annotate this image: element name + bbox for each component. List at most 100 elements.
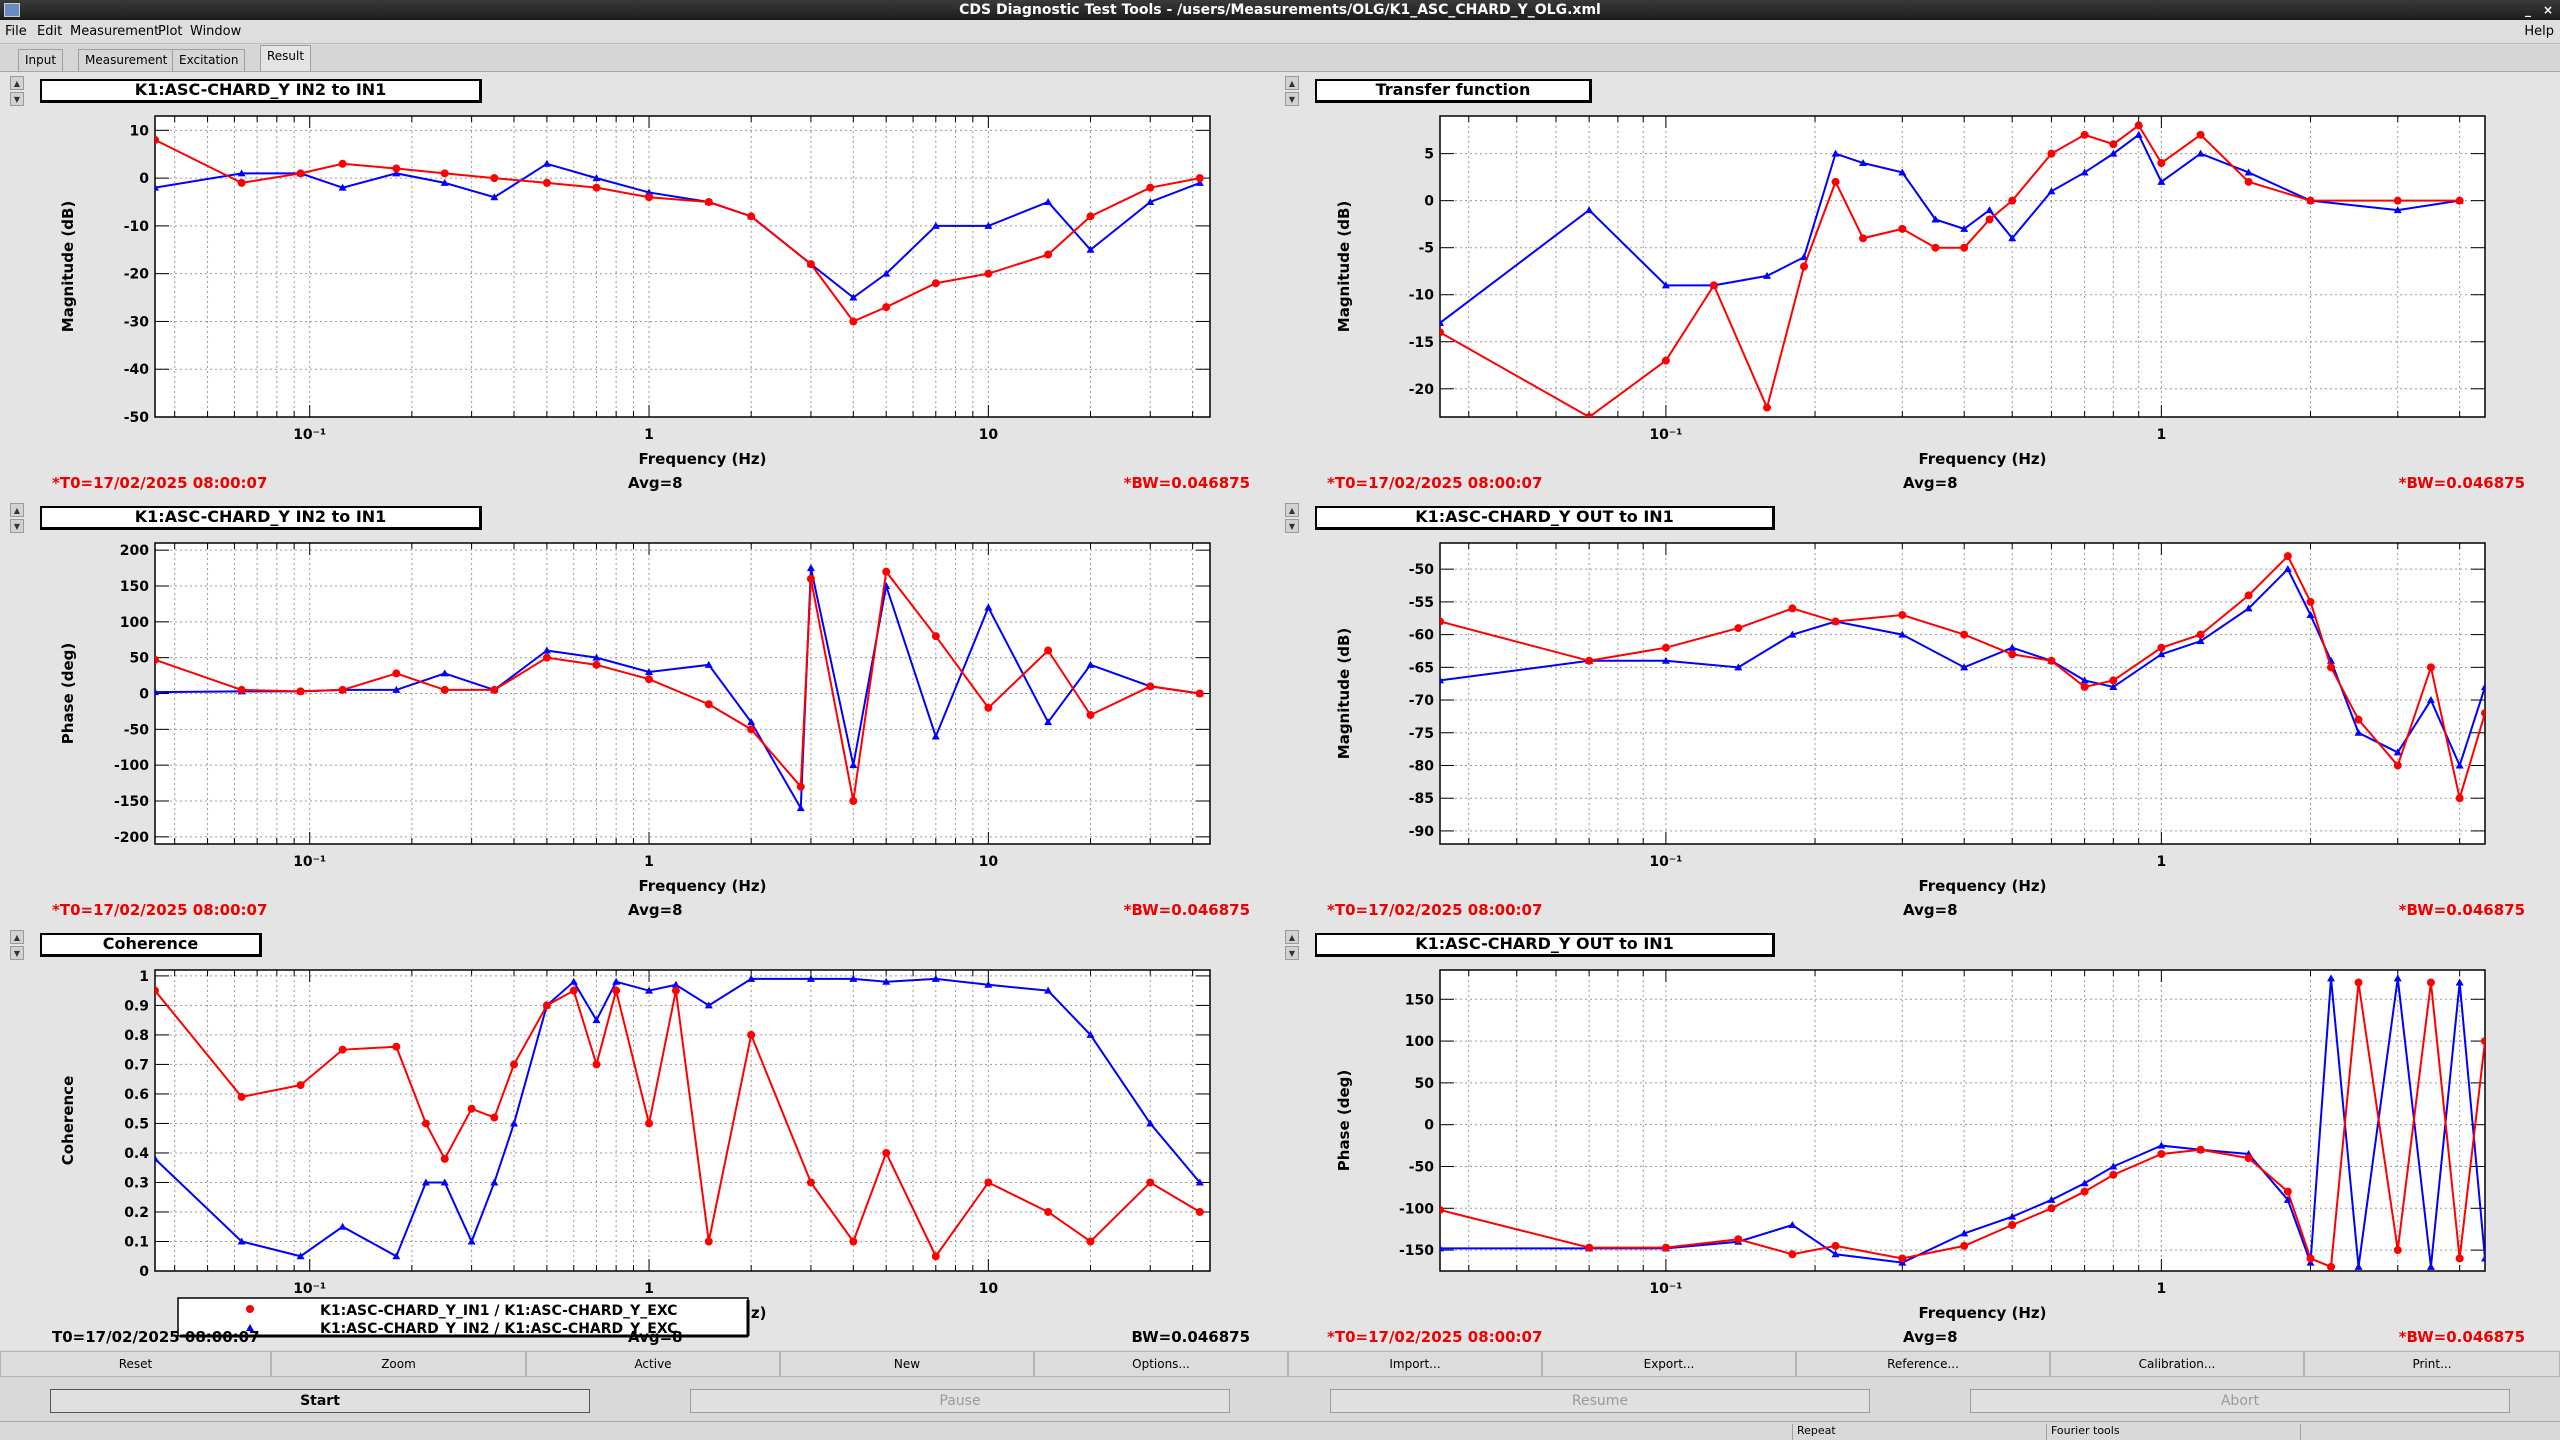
data-point	[490, 1178, 499, 1186]
data-point	[1661, 281, 1670, 289]
y-tick-label: -15	[1409, 335, 1434, 351]
data-point	[704, 660, 713, 668]
new-button[interactable]: New	[780, 1351, 1034, 1377]
plot-title[interactable]: K1:ASC-CHARD_Y IN2 to IN1	[40, 79, 482, 103]
data-point	[2109, 1170, 2118, 1179]
x-tick-label: 10⁻¹	[1649, 854, 1682, 870]
menu-help[interactable]: Help	[2524, 24, 2554, 39]
menu-plot[interactable]: Plot	[158, 24, 183, 39]
data-point	[2080, 168, 2089, 176]
plot-title[interactable]: K1:ASC-CHARD_Y OUT to IN1	[1315, 506, 1775, 530]
plot-frame	[154, 115, 1211, 418]
plot-title[interactable]: Coherence	[40, 933, 262, 957]
data-point	[1661, 643, 1670, 652]
pause-button[interactable]: Pause	[690, 1389, 1230, 1413]
data-point	[1960, 1229, 1969, 1237]
y-tick-label: -150	[114, 794, 149, 810]
data-point	[2008, 643, 2017, 651]
scroll-up-arrow[interactable]: ▲	[10, 76, 24, 90]
tab-result[interactable]: Result	[260, 45, 312, 71]
data-point	[1831, 1250, 1840, 1258]
scroll-down-arrow[interactable]: ▼	[1285, 946, 1299, 960]
data-point	[1585, 206, 1594, 214]
data-point	[1044, 718, 1053, 726]
data-point	[1788, 604, 1797, 613]
data-point	[338, 1045, 347, 1054]
close-button[interactable]: ×	[2542, 3, 2554, 17]
scroll-up-arrow[interactable]: ▲	[1285, 503, 1299, 517]
data-point	[931, 732, 940, 740]
data-point	[338, 1222, 347, 1230]
x-tick-label: 10⁻¹	[293, 1281, 326, 1297]
scroll-down-arrow[interactable]: ▼	[10, 92, 24, 106]
y-tick-label: 50	[1415, 1076, 1435, 1092]
tab-measurement[interactable]: Measurement	[78, 49, 175, 71]
abort-button[interactable]: Abort	[1970, 1389, 2510, 1413]
y-tick-label: -10	[1409, 288, 1435, 304]
reset-button[interactable]: Reset	[0, 1351, 271, 1377]
active-button[interactable]: Active	[526, 1351, 780, 1377]
plot-svg[interactable]: 10.90.80.70.60.50.40.30.20.1010⁻¹110Freq…	[0, 926, 1270, 1350]
minimize-button[interactable]: _	[2525, 3, 2531, 17]
y-axis-title: Phase (deg)	[59, 643, 77, 744]
data-point	[1086, 1237, 1095, 1246]
data-point	[1661, 356, 1670, 365]
scroll-up-arrow[interactable]: ▲	[1285, 930, 1299, 944]
menu-file[interactable]: File	[5, 24, 27, 39]
start-button[interactable]: Start	[50, 1389, 590, 1413]
plot-title[interactable]: Transfer function	[1315, 79, 1592, 103]
plot-panel-top-left: ▲ ▼ K1:ASC-CHARD_Y IN2 to IN1 10 0 -10 -20 -30 -…	[0, 72, 1270, 496]
plot-panel-bottom-right: ▲ ▼ K1:ASC-CHARD_Y OUT to IN1 150 100 50 0 -50 -…	[1275, 926, 2545, 1350]
data-point	[237, 169, 246, 177]
scroll-down-arrow[interactable]: ▼	[1285, 92, 1299, 106]
plot-title[interactable]: K1:ASC-CHARD_Y OUT to IN1	[1315, 933, 1775, 957]
plot-svg[interactable]: 10 0 -10 -20 -30 -40 -50 10⁻¹ 1 10 Frequency (Hz) M…	[0, 72, 1270, 496]
print-button[interactable]: Print...	[2304, 1351, 2560, 1377]
data-point	[1146, 682, 1155, 691]
resume-button[interactable]: Resume	[1330, 1389, 1870, 1413]
data-point	[592, 183, 601, 192]
scroll-down-arrow[interactable]: ▼	[10, 946, 24, 960]
menu-window[interactable]: Window	[190, 24, 242, 39]
data-point	[392, 685, 401, 693]
scroll-up-arrow[interactable]: ▲	[10, 503, 24, 517]
status-bar: Repeat Fourier tools	[0, 1421, 2560, 1440]
menu-edit[interactable]: Edit	[37, 24, 63, 39]
data-point	[2481, 682, 2485, 690]
scroll-up-arrow[interactable]: ▲	[10, 930, 24, 944]
scroll-down-arrow[interactable]: ▼	[1285, 519, 1299, 533]
calibration-button[interactable]: Calibration...	[2050, 1351, 2304, 1377]
data-point	[1195, 1207, 1204, 1216]
data-point	[1661, 656, 1670, 664]
plot-svg[interactable]: 150 100 50 0 -50 -100 -150 10⁻¹ 1 Frequency (Hz) P…	[1275, 926, 2545, 1350]
y-tick-label: 100	[1405, 1034, 1434, 1050]
data-point	[338, 685, 347, 694]
plot-svg[interactable]: 200 150 100 50 0 -50 -100 -150 -200 10⁻¹ 1 10 Freque…	[0, 499, 1270, 923]
plot-title[interactable]: K1:ASC-CHARD_Y IN2 to IN1	[40, 506, 482, 530]
data-point	[592, 653, 601, 661]
plot-svg[interactable]: -50 -55 -60 -65 -70 -75 -80 -85 -90 10⁻¹ 1 Frequenc…	[1275, 499, 2545, 923]
import-button[interactable]: Import...	[1288, 1351, 1542, 1377]
x-axis-title: Frequency (Hz)	[1918, 877, 2046, 895]
menu-measurement[interactable]: Measurement	[70, 24, 160, 39]
reference-button[interactable]: Reference...	[1796, 1351, 2050, 1377]
scroll-down-arrow[interactable]: ▼	[10, 519, 24, 533]
scroll-up-arrow[interactable]: ▲	[1285, 76, 1299, 90]
measurement-controls: Start Pause Resume Abort	[0, 1381, 2560, 1421]
options-button[interactable]: Options...	[1034, 1351, 1288, 1377]
plot-svg[interactable]: 5 0 -5 -10 -15 -20 10⁻¹ 1 Frequency (Hz) Magnitud…	[1275, 72, 2545, 496]
tab-excitation[interactable]: Excitation	[172, 49, 246, 71]
data-point	[509, 1060, 518, 1069]
data-point	[2244, 168, 2253, 176]
plot-area	[1440, 116, 2485, 417]
zoom-button[interactable]: Zoom	[271, 1351, 526, 1377]
y-tick-label: -5	[1418, 241, 1434, 257]
data-point	[2008, 1221, 2017, 1230]
data-point	[2354, 728, 2363, 736]
tab-input[interactable]: Input	[18, 49, 64, 71]
data-point	[2306, 1254, 2315, 1263]
data-point	[704, 198, 713, 206]
data-point	[392, 169, 401, 177]
export-button[interactable]: Export...	[1542, 1351, 1796, 1377]
y-tick-label: 0.8	[124, 1028, 149, 1044]
